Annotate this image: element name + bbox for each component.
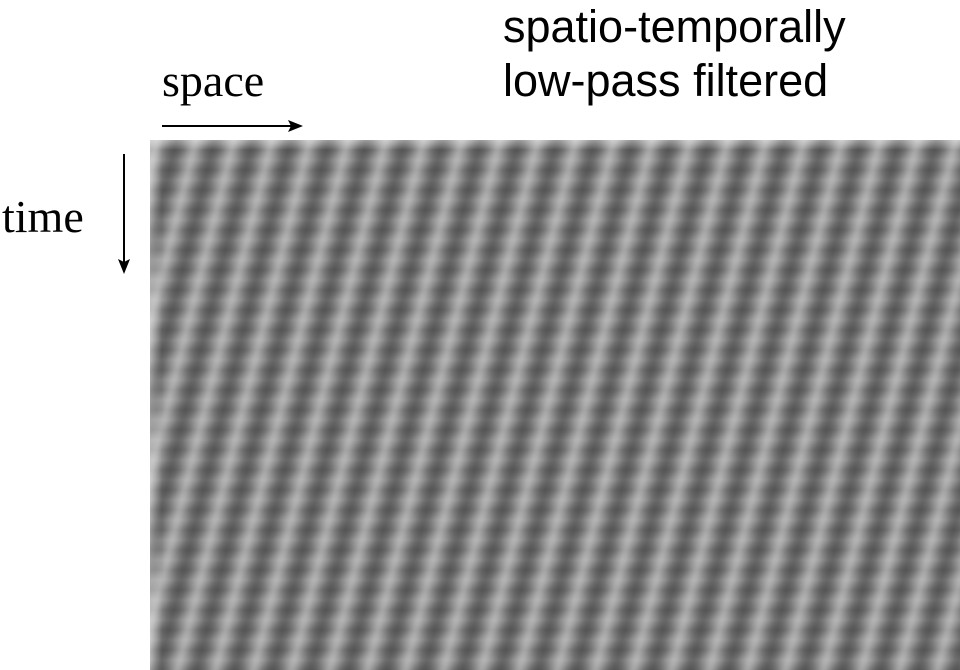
pattern-top-edge xyxy=(150,140,960,150)
right-arrow-icon xyxy=(160,116,305,136)
down-arrow-icon xyxy=(114,152,134,276)
pattern-left-edge xyxy=(150,140,162,670)
time-axis-label: time xyxy=(2,194,84,240)
figure-title: spatio-temporally low-pass filtered xyxy=(503,0,953,108)
figure-title-line-2: low-pass filtered xyxy=(503,54,953,108)
filtered-space-time-pattern xyxy=(150,140,960,670)
figure-title-line-1: spatio-temporally xyxy=(503,0,953,54)
space-axis-label: space xyxy=(162,58,264,104)
temporal-modulation-overlay xyxy=(150,140,960,670)
